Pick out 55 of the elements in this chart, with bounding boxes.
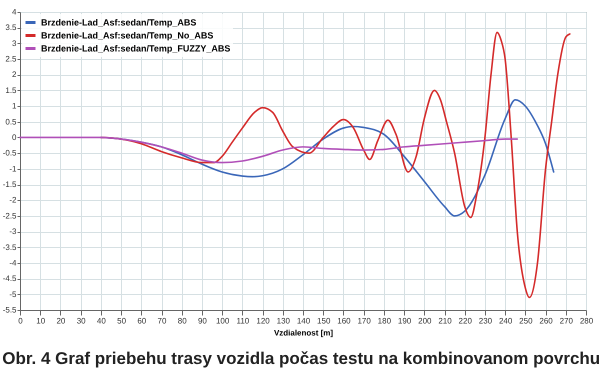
x-tick-label: 210 <box>438 316 452 326</box>
y-tick-label: -3 <box>9 227 18 236</box>
x-tick-label: 90 <box>198 316 208 326</box>
x-tick-label: 150 <box>317 316 331 326</box>
x-tick-label: 200 <box>418 316 432 326</box>
x-tick-label: 0 <box>18 316 24 326</box>
y-tick-label: -5 <box>9 290 18 299</box>
y-tick-label: -5.5 <box>2 306 18 314</box>
x-tick-label: 270 <box>560 316 574 326</box>
x-axis-title: Vzdialenost [m] <box>274 328 334 338</box>
x-tick-label: 60 <box>137 316 147 326</box>
y-tick-label: -3.5 <box>2 242 18 252</box>
legend-label: Brzdenie-Lad_Asf:sedan/Temp_FUZZY_ABS <box>41 44 230 54</box>
x-tick-label: 110 <box>236 316 250 326</box>
x-tick-label: 10 <box>36 316 46 326</box>
x-tick-label: 220 <box>458 316 472 326</box>
y-tick-label: -2.5 <box>2 211 18 220</box>
legend-label: Brzdenie-Lad_Asf:sedan/Temp_No_ABS <box>41 30 214 40</box>
x-tick-label: 130 <box>276 316 291 326</box>
y-tick-label: 1.5 <box>5 86 18 95</box>
legend-label: Brzdenie-Lad_Asf:sedan/Temp_ABS <box>41 18 196 28</box>
x-tick-label: 240 <box>498 316 513 326</box>
y-tick-label: -1.5 <box>2 180 18 190</box>
y-tick-label: 2 <box>12 70 18 80</box>
text: Obr. 4 Graf priebehu trasy vozidla počas testu na kombinovanom povrchu <box>2 349 600 368</box>
x-tick-label: 40 <box>96 316 106 326</box>
x-tick-label: 140 <box>296 316 311 326</box>
y-tick-label: 2.5 <box>5 54 18 64</box>
x-tick-label: 20 <box>56 316 66 326</box>
y-tick-label: 4 <box>12 8 18 16</box>
x-tick-label: 160 <box>337 316 352 326</box>
x-tick-label: 120 <box>256 316 270 326</box>
x-tick-label: 70 <box>158 316 167 326</box>
x-tick-label: 80 <box>178 316 188 326</box>
line-series <box>19 136 518 164</box>
y-tick-label: -4 <box>9 258 18 268</box>
y-tick-label: 3.5 <box>5 23 18 32</box>
y-tick-label: -2 <box>9 196 18 205</box>
x-tick-label: 100 <box>216 316 230 326</box>
x-tick-label: 250 <box>519 316 534 326</box>
y-tick-label: 1 <box>12 102 18 111</box>
x-tick-label: 50 <box>117 316 127 326</box>
x-tick-label: 170 <box>357 316 372 326</box>
x-tick-label: 260 <box>539 316 554 326</box>
y-tick-label: -0.5 <box>2 148 18 158</box>
x-tick-label: 230 <box>478 316 493 326</box>
y-tick-label: -1 <box>9 164 18 174</box>
x-tick-label: 280 <box>580 316 594 326</box>
y-tick-label: 0.5 <box>5 117 18 126</box>
x-tick-label: 30 <box>76 316 86 326</box>
x-tick-label: 190 <box>398 316 412 326</box>
y-tick-label: 0 <box>12 132 18 142</box>
y-tick-label: -4.5 <box>2 274 18 284</box>
x-tick-label: 180 <box>378 316 392 326</box>
y-tick-label: 3 <box>12 38 18 48</box>
